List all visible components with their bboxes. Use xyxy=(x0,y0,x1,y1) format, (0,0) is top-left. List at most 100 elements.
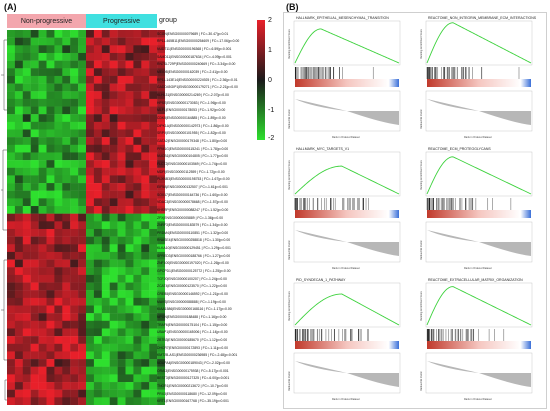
heatmap-cell xyxy=(38,52,47,61)
heatmap-cell xyxy=(141,244,150,253)
heatmap-cell xyxy=(38,351,47,360)
heatmap-cell xyxy=(22,221,31,230)
heatmap-cell xyxy=(86,320,95,329)
heatmap-cell xyxy=(70,175,79,184)
heatmap-cell xyxy=(38,336,47,344)
heatmap-cell xyxy=(141,259,150,268)
heatmap-cell xyxy=(38,343,47,352)
heatmap-cell xyxy=(78,144,87,153)
heatmap-cell xyxy=(157,305,165,314)
heatmap-cell xyxy=(117,366,126,375)
heatmap-cell xyxy=(14,52,23,61)
heatmap-cell xyxy=(117,183,126,191)
heatmap-cell xyxy=(133,221,142,230)
gene-label: KRT1|ENSG00000167768 | FC=-35.19|p=0.001 xyxy=(157,399,229,404)
heatmap-cell xyxy=(70,221,79,230)
heatmap-cell xyxy=(7,60,16,69)
heatmap-cell xyxy=(54,328,63,337)
ranked-metric-area xyxy=(427,361,531,387)
heatmap-cell xyxy=(22,30,31,38)
heatmap-cell xyxy=(70,106,79,115)
heatmap-cell xyxy=(70,45,79,54)
heatmap-cell xyxy=(78,68,87,77)
heatmap-cell xyxy=(7,282,16,291)
heatmap-cell xyxy=(86,382,95,390)
heatmap-cell xyxy=(117,137,126,145)
heatmap-cell xyxy=(14,30,23,38)
heatmap-cell xyxy=(62,213,71,222)
heatmap-cell xyxy=(70,91,79,100)
heatmap-cell xyxy=(38,251,47,260)
heatmap-cell xyxy=(30,290,39,299)
gsea-ylabel-metric: Ranked list metric xyxy=(288,109,291,129)
heatmap-cell xyxy=(149,190,158,199)
heatmap-cell xyxy=(62,98,71,107)
gene-label: MAVS|ENSG00000088888 | FC=-1.19|p=0.00 xyxy=(157,299,226,304)
heatmap-cell xyxy=(70,305,79,314)
heatmap-cell xyxy=(101,282,110,291)
heatmap-cell xyxy=(14,336,23,344)
heatmap-cell xyxy=(46,389,55,398)
gene-label: KHSRP|ENSG00000088247 | FC=-1.52|p=0.00 xyxy=(157,207,229,212)
heatmap-cell xyxy=(30,190,39,199)
heatmap-cell xyxy=(125,397,134,405)
heatmap-cell xyxy=(46,267,55,276)
heatmap-cell xyxy=(93,30,102,38)
heatmap-cell xyxy=(14,328,23,337)
heatmap-cell xyxy=(157,297,165,306)
heatmap-cell xyxy=(62,359,71,367)
heatmap-cell xyxy=(14,37,23,46)
gene-label: MEIOB|ENSG00000162039 | FC=-2.41|p=0.00 xyxy=(157,70,228,75)
heatmap-cell xyxy=(78,374,87,383)
heatmap-cell xyxy=(133,183,142,191)
heatmap-cell xyxy=(22,37,31,46)
heatmap-cell xyxy=(157,152,165,161)
heatmap-cell xyxy=(46,382,55,390)
heatmap-cell xyxy=(149,137,158,145)
heatmap-cell xyxy=(78,45,87,54)
heatmap-cell xyxy=(157,30,165,38)
heatmap-cell xyxy=(109,75,118,84)
heatmap-cell xyxy=(22,190,31,199)
heatmap-cell xyxy=(78,336,87,344)
heatmap-cell xyxy=(125,282,134,291)
heatmap-cell xyxy=(78,83,87,92)
heatmap-cell xyxy=(22,320,31,329)
heatmap-cell xyxy=(101,320,110,329)
heatmap-cell xyxy=(22,167,31,176)
heatmap-cell xyxy=(7,389,16,398)
heatmap-cell xyxy=(125,129,134,138)
heatmap-cell xyxy=(93,374,102,383)
heatmap-cell xyxy=(141,60,150,69)
heatmap-cell xyxy=(78,320,87,329)
rank-color-strip xyxy=(295,79,399,87)
heatmap-cell xyxy=(141,167,150,176)
es-frame xyxy=(293,282,401,328)
heatmap-cell xyxy=(157,106,165,115)
heatmap-cell xyxy=(101,121,110,130)
heatmap-cell xyxy=(22,389,31,398)
heatmap-cell xyxy=(117,221,126,230)
heatmap-cell xyxy=(101,175,110,184)
heatmap-cell xyxy=(7,320,16,329)
heatmap-cell xyxy=(54,160,63,168)
heatmap-cell xyxy=(38,389,47,398)
heatmap-cell xyxy=(22,397,31,405)
heatmap-cell xyxy=(7,221,16,230)
heatmap-cell xyxy=(141,397,150,405)
gene-label: KLHL31|ENSG00000214269 | FC=-2.07|p=0.00 xyxy=(157,93,229,98)
heatmap-cell xyxy=(62,30,71,38)
heatmap-cell xyxy=(78,366,87,375)
heatmap-cell xyxy=(54,359,63,367)
heatmap-cell xyxy=(62,144,71,153)
heatmap-cell xyxy=(101,351,110,360)
gene-label: NPGN|ENSG00000188488 | FC=-1.16|p=0.00 xyxy=(157,314,227,319)
heatmap-cell xyxy=(7,382,16,390)
heatmap-cell xyxy=(30,83,39,92)
group-title: group xyxy=(159,17,177,24)
heatmap-cell xyxy=(7,336,16,344)
heatmap-cell xyxy=(7,129,16,138)
heatmap-cell xyxy=(93,160,102,168)
heatmap-cell xyxy=(125,351,134,360)
gsea-title: REACTOME_EXTRACELLULAR_MATRIX_ORGANIZATI… xyxy=(428,278,523,282)
